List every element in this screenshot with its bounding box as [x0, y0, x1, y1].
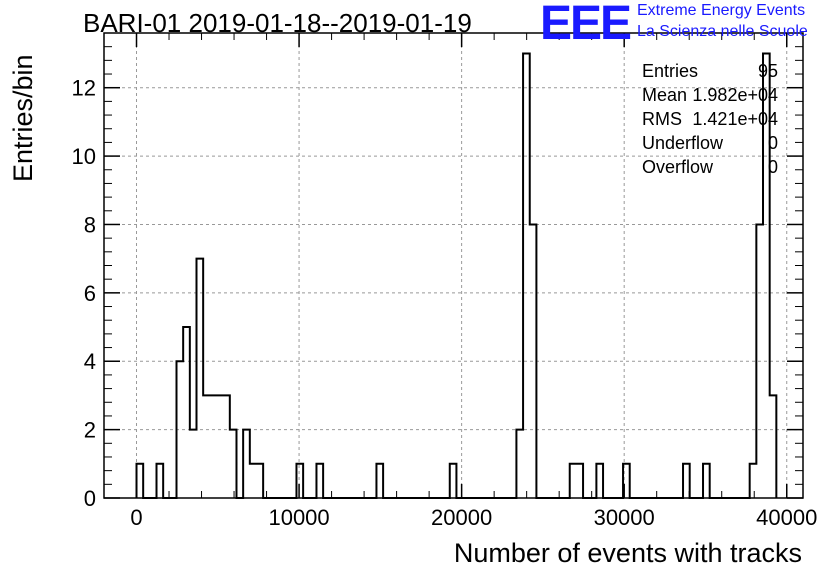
stat-value: 0: [767, 133, 778, 153]
grid-lines: [104, 33, 803, 498]
y-tick-label: 10: [72, 144, 96, 169]
y-axis-label: Entries/bin: [8, 54, 38, 182]
stat-row-entries: Entries 95: [642, 59, 782, 83]
x-tick-label: 40000: [756, 505, 817, 530]
stat-value: 1.982e+04: [692, 85, 778, 105]
y-tick-label: 4: [84, 349, 96, 374]
stat-value: 0: [767, 157, 778, 177]
x-tick-label: 20000: [431, 505, 492, 530]
stat-row-overflow: Overflow 0: [642, 155, 782, 179]
axis-ticks: [103, 33, 803, 499]
stat-label: Underflow: [642, 133, 724, 153]
x-tick-label: 30000: [594, 505, 655, 530]
x-axis-label: Number of events with tracks: [454, 538, 802, 568]
stat-label: RMS: [642, 109, 682, 129]
tick-labels: 0 10000 20000 30000 40000 0 2 4 6 8 10 12: [72, 76, 818, 530]
stat-row-underflow: Underflow 0: [642, 131, 782, 155]
y-tick-label: 0: [84, 486, 96, 511]
stat-label: Mean: [642, 85, 688, 105]
eee-logo: EEE: [540, 0, 632, 50]
stat-value: 95: [757, 61, 778, 81]
chart-title: BARI-01 2019-01-18--2019-01-19: [83, 8, 472, 38]
logo-line-2: La Scienza nelle Scuole: [637, 23, 808, 40]
stat-row-rms: RMS 1.421e+04: [642, 107, 782, 131]
stat-label: Overflow: [642, 157, 714, 177]
stat-label: Entries: [642, 61, 699, 81]
stat-value: 1.421e+04: [692, 109, 778, 129]
logo-line-1: Extreme Energy Events: [637, 2, 806, 19]
y-tick-label: 2: [84, 418, 96, 443]
y-tick-label: 8: [84, 212, 96, 237]
x-tick-label: 10000: [268, 505, 329, 530]
y-tick-label: 12: [72, 76, 96, 101]
x-tick-label: 0: [130, 505, 142, 530]
y-tick-label: 6: [84, 281, 96, 306]
stat-row-mean: Mean 1.982e+04: [642, 83, 782, 107]
stats-box: Entries 95 Mean 1.982e+04 RMS 1.421e+04 …: [642, 59, 782, 179]
